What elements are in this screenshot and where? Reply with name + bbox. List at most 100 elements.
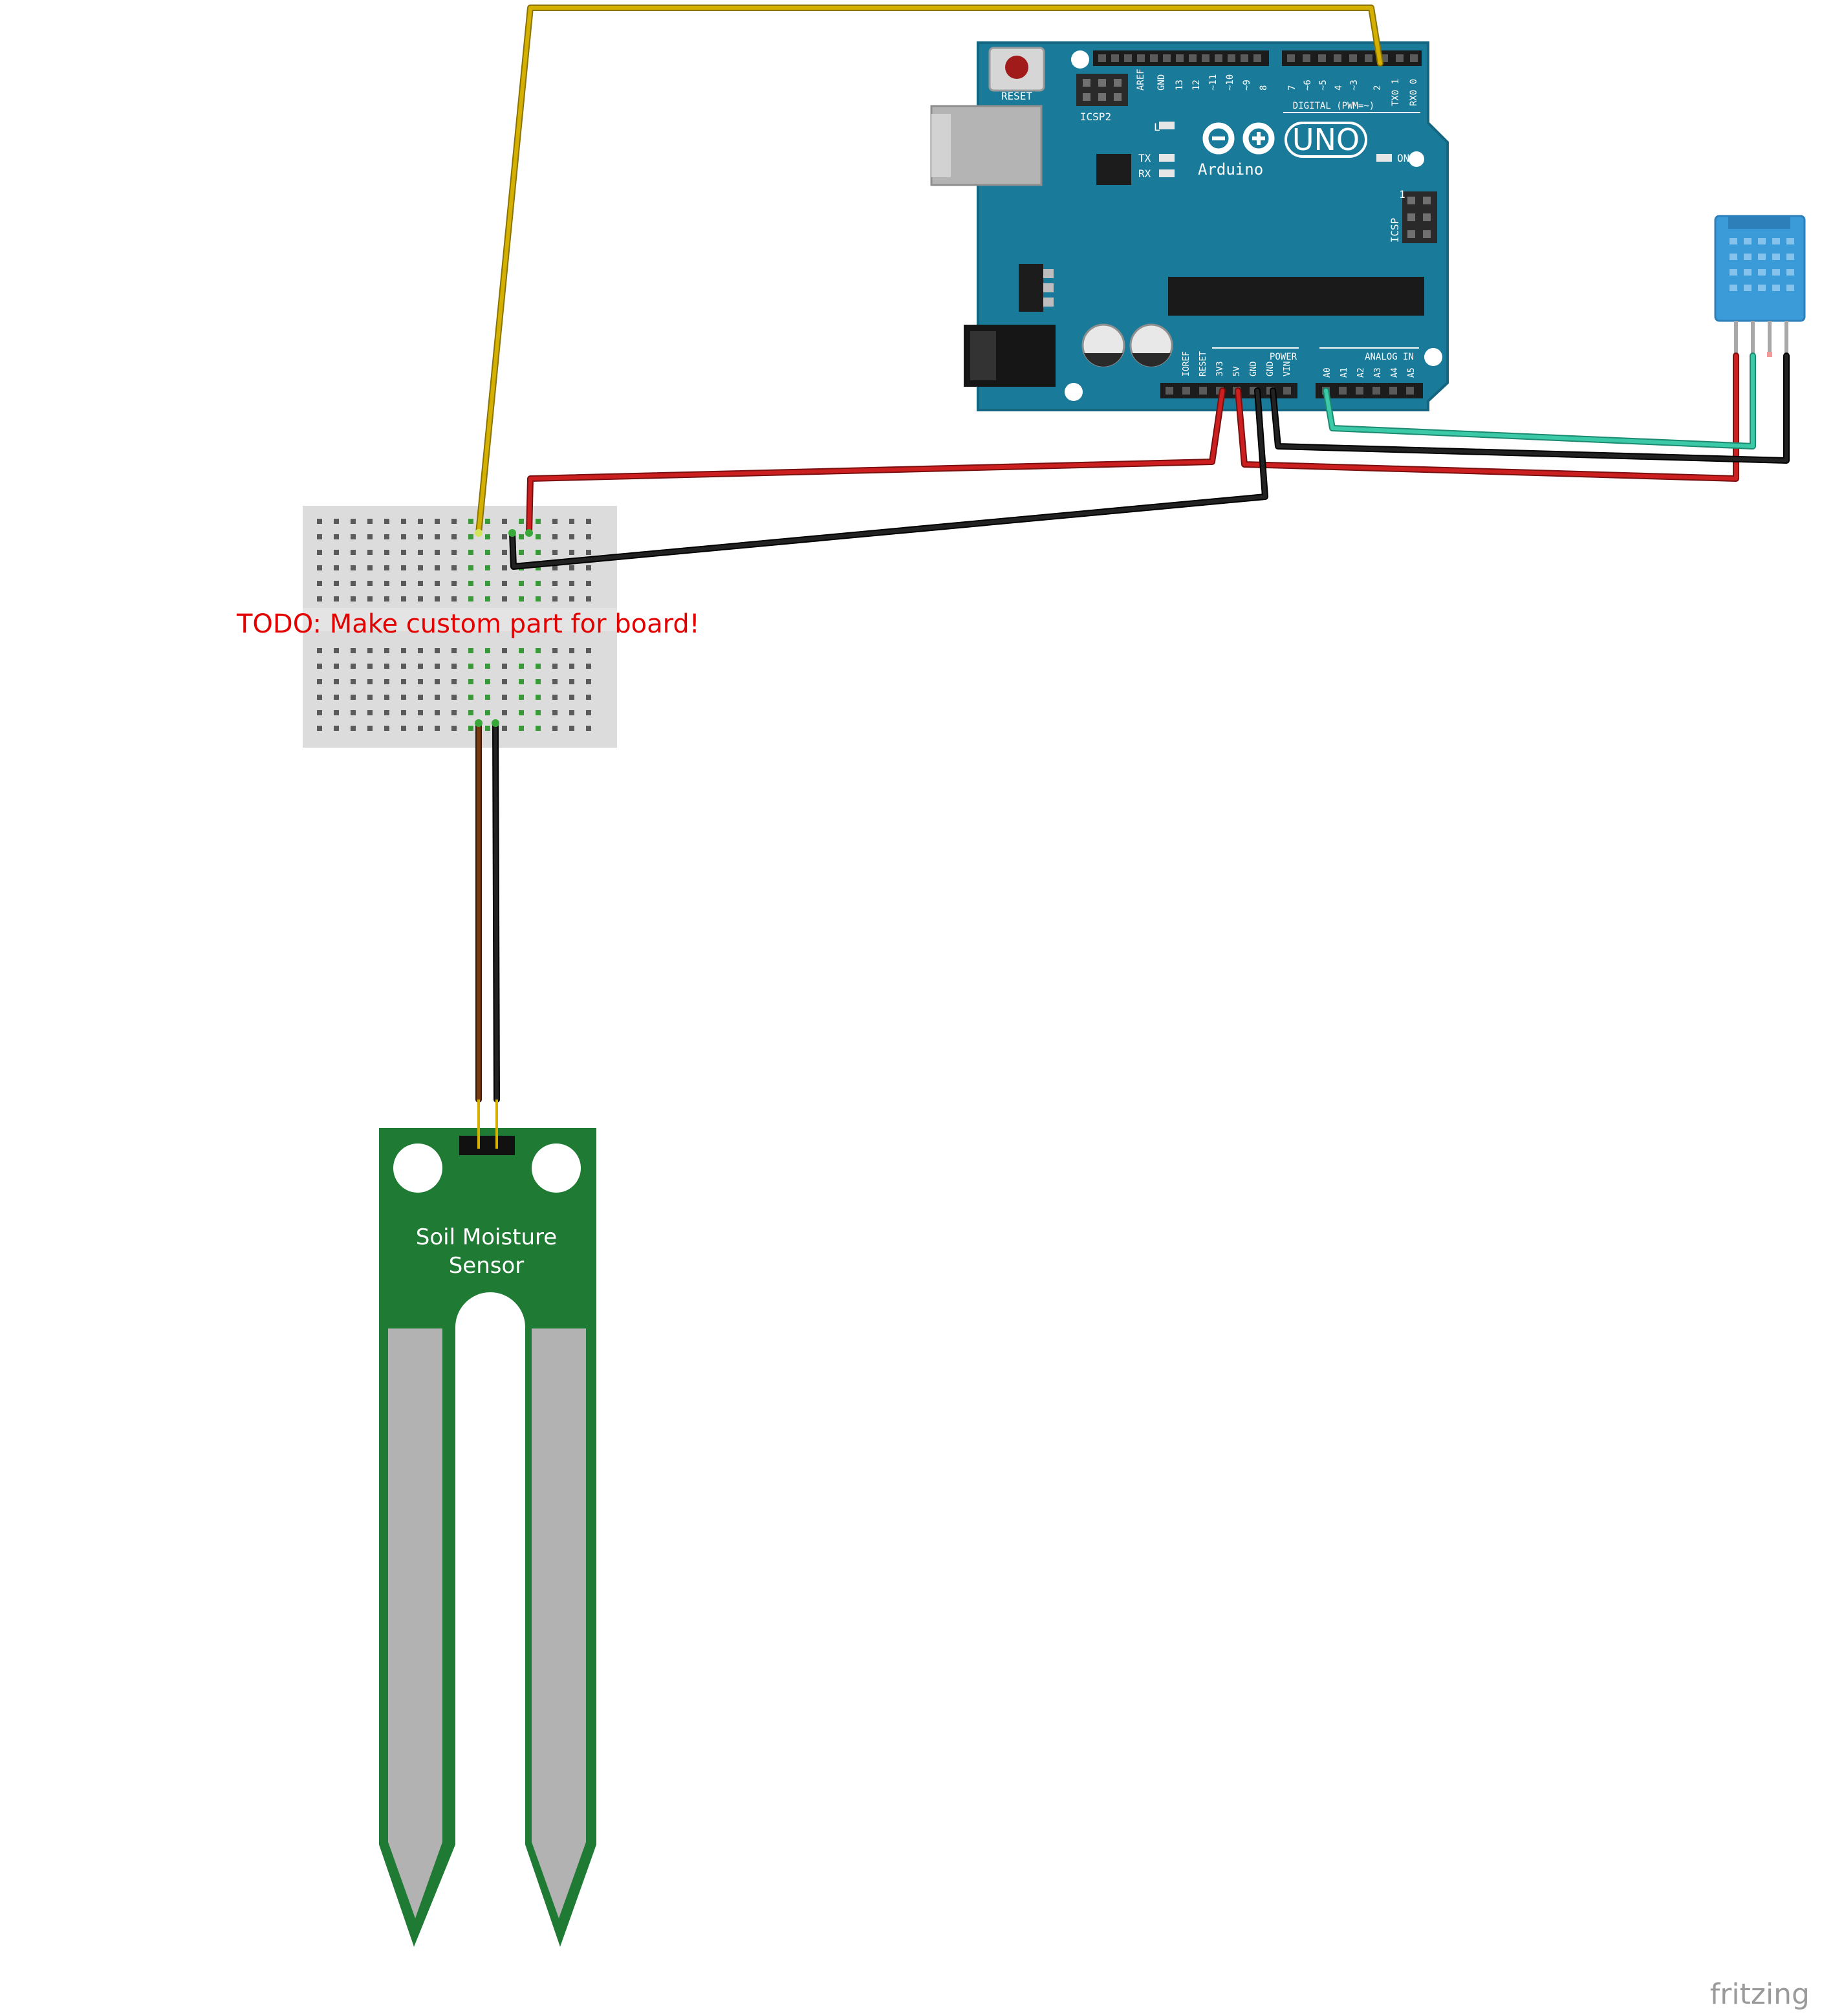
breadboard-hole [468, 679, 473, 684]
breadboard-hole [552, 534, 558, 539]
breadboard-hole [401, 710, 406, 715]
breadboard-hole [334, 710, 339, 715]
breadboard-hole [351, 695, 356, 700]
power-label: POWER [1270, 352, 1297, 362]
breadboard-hole [536, 648, 541, 653]
dht-body [1714, 215, 1806, 322]
pin-label-vin: VIN [1283, 362, 1292, 376]
breadboard-hole [502, 596, 507, 602]
breadboard-hole [485, 519, 490, 524]
reset-button-cap[interactable] [1005, 56, 1028, 79]
breadboard-hole [519, 550, 524, 555]
breadboard-hole [317, 596, 322, 602]
breadboard-hole [586, 550, 591, 555]
analog-header-pins [1322, 387, 1414, 395]
breadboard-hole [536, 679, 541, 684]
breadboard-hole [519, 596, 524, 602]
breadboard-hole [418, 519, 423, 524]
breadboard-hole [569, 726, 574, 731]
breadboard-hole [334, 581, 339, 586]
breadboard-channel [303, 608, 617, 631]
pin-label-11: ~11 [1208, 74, 1219, 91]
breadboard-hole [451, 565, 457, 570]
breadboard-hole [351, 664, 356, 669]
usb-chip [1096, 154, 1131, 185]
breadboard-hole [401, 519, 406, 524]
breadboard-hole [367, 679, 373, 684]
breadboard-hole [367, 710, 373, 715]
breadboard-hole [384, 581, 389, 586]
led-l-label: L [1154, 121, 1160, 133]
breadboard-hole [351, 679, 356, 684]
analog-header[interactable] [1316, 383, 1423, 398]
led-l [1159, 122, 1175, 129]
breadboard-hole [569, 695, 574, 700]
pin-label-5v: 5V [1232, 366, 1242, 376]
breadboard-hole [435, 596, 440, 602]
breadboard-hole [451, 596, 457, 602]
breadboard-hole [569, 565, 574, 570]
breadboard-hole [552, 565, 558, 570]
breadboard-hole [435, 534, 440, 539]
breadboard-hole [468, 664, 473, 669]
breadboard-hole [569, 550, 574, 555]
breadboard-hole [384, 596, 389, 602]
breadboard-hole [451, 710, 457, 715]
breadboard-holes [317, 519, 591, 731]
breadboard-hole [586, 679, 591, 684]
arduino-uno-board[interactable]: RESET ICSP2 1 I [930, 41, 1449, 411]
breadboard-hole [552, 679, 558, 684]
breadboard-hole [435, 519, 440, 524]
fritzing-watermark: fritzing [1710, 1978, 1810, 2011]
wire-endpoints [475, 529, 533, 727]
breadboard-hole [367, 581, 373, 586]
breadboard-hole [418, 534, 423, 539]
breadboard-hole [351, 648, 356, 653]
breadboard-todo-note: TODO: Make custom part for board! [236, 609, 700, 639]
wire-black-sensor[interactable] [493, 721, 499, 1101]
breadboard-hole [334, 695, 339, 700]
breadboard-hole [418, 581, 423, 586]
mini-breadboard[interactable] [303, 506, 617, 748]
soil-moisture-sensor[interactable]: Soil Moisture Sensor [379, 1100, 596, 1947]
led-on-label: ON [1397, 152, 1409, 164]
pin-label-gnd: GND [1156, 74, 1167, 91]
wire-black-gnd-dht[interactable] [1271, 354, 1788, 462]
breadboard-hole [519, 679, 524, 684]
led-tx-label: TX [1138, 152, 1151, 164]
wire-red-3v3-dht[interactable] [1236, 354, 1738, 481]
sensor-probe-right [532, 1328, 586, 1918]
pin-label-12: 12 [1191, 80, 1202, 91]
dht-pin-marker [1767, 352, 1772, 357]
breadboard-hole [317, 695, 322, 700]
reset-label: RESET [1001, 90, 1033, 102]
wire-teal-a0-dht[interactable] [1324, 354, 1755, 448]
breadboard-hole [401, 679, 406, 684]
breadboard-hole [334, 534, 339, 539]
breadboard-hole [401, 581, 406, 586]
wire-red-5v[interactable] [527, 389, 1224, 535]
mounting-hole [1424, 348, 1442, 366]
usb-connector-lip [931, 114, 951, 177]
power-header[interactable] [1160, 383, 1297, 398]
breadboard-hole [552, 550, 558, 555]
breadboard-hole [451, 648, 457, 653]
breadboard-hole [485, 726, 490, 731]
breadboard-hole [536, 565, 541, 570]
breadboard-hole [367, 596, 373, 602]
wire-black-gnd-breadboard[interactable] [510, 389, 1267, 569]
breadboard-hole [502, 534, 507, 539]
pin-label-2: 2 [1372, 85, 1383, 91]
wire-yellow-d2[interactable] [477, 6, 1382, 535]
breadboard-hole [552, 710, 558, 715]
dht-sensor[interactable] [1714, 215, 1806, 357]
breadboard-hole [519, 519, 524, 524]
breadboard-hole [536, 550, 541, 555]
breadboard-hole [586, 534, 591, 539]
breadboard-hole [586, 565, 591, 570]
pin-label-4: 4 [1334, 85, 1344, 91]
breadboard-hole [451, 679, 457, 684]
breadboard-hole [317, 550, 322, 555]
breadboard-hole [468, 565, 473, 570]
